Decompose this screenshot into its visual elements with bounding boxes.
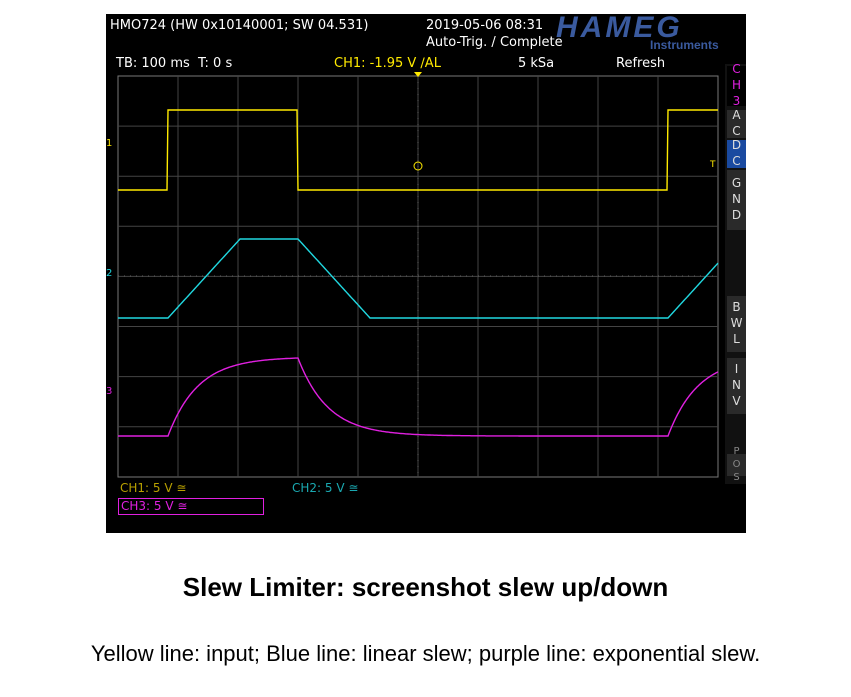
model: HMO724 (HW 0x10140001; SW 04.531) [110, 18, 369, 33]
menu-dc[interactable]: DC [727, 138, 746, 170]
trigger-level-marker: T [710, 160, 716, 170]
datetime: 2019-05-06 08:31 [426, 18, 544, 33]
logo-sub: Instruments [650, 38, 719, 52]
exp-slew-waveform [118, 357, 719, 437]
logo: HAMEG [556, 14, 683, 44]
ch2-marker: 2 [106, 268, 113, 279]
sample-rate: 5 kSa [518, 56, 555, 71]
menu-bwl[interactable]: BWL [727, 296, 746, 352]
ch3-scale[interactable]: CH3: 5 V ≅ [118, 498, 264, 515]
timebase: TB: 100 ms T: 0 s [116, 56, 233, 71]
menu-channel[interactable]: CH3 [727, 62, 746, 110]
trigger: CH1: -1.95 V ∕AL [334, 56, 441, 71]
ch3-marker: 3 [106, 386, 113, 397]
menu-inv[interactable]: INV [727, 358, 746, 414]
trigger-pos [414, 72, 422, 77]
caption-title: Slew Limiter: screenshot slew up/down [182, 572, 669, 602]
menu-gnd[interactable]: GND [727, 170, 746, 230]
ch1-marker: 1 [106, 138, 113, 149]
acq-mode: Refresh [616, 56, 666, 71]
menu-pos[interactable]: POS [727, 446, 746, 485]
trigger-status: Auto-Trig. / Complete [426, 35, 563, 50]
scope-display [117, 64, 746, 484]
ch1-scale: CH1: 5 V ≅ [120, 481, 187, 495]
caption-text: Yellow line: input; Blue line: linear sl… [90, 641, 761, 666]
menu-ac[interactable]: AC [727, 108, 746, 140]
trigger-point [413, 161, 423, 171]
input-waveform [118, 109, 718, 191]
oscilloscope-screenshot: HMO724 (HW 0x10140001; SW 04.531) 2019-0… [106, 14, 746, 533]
linear-slew-waveform [118, 238, 719, 319]
ch2-scale: CH2: 5 V ≅ [292, 481, 359, 495]
